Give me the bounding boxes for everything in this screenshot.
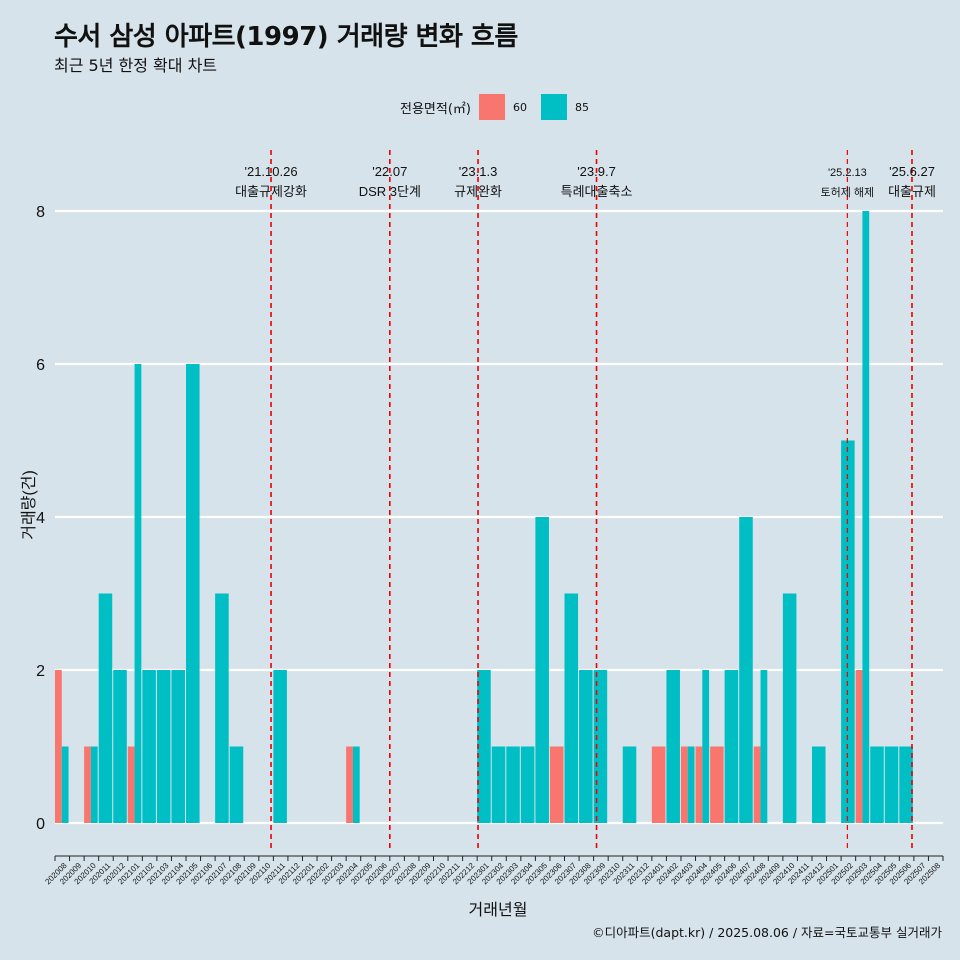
- bar-85: [215, 593, 229, 823]
- legend-title: 전용면적(㎡): [400, 101, 471, 117]
- bar-60: [695, 746, 703, 823]
- bar-85: [61, 746, 69, 823]
- y-tick-label: 6: [36, 357, 45, 374]
- bar-85: [156, 670, 171, 823]
- bar-60: [84, 746, 91, 823]
- event-date-label: '25.6.27: [889, 164, 935, 179]
- bar-60: [651, 746, 666, 823]
- event-label: 대출규제강화: [235, 184, 307, 199]
- x-axis-title: 거래년월: [469, 901, 528, 919]
- bar-85: [666, 670, 680, 823]
- bar-85: [520, 746, 535, 823]
- y-tick-label: 2: [36, 663, 45, 680]
- bar-60: [753, 746, 761, 823]
- bar-85: [579, 670, 593, 823]
- bar-85: [593, 670, 608, 823]
- bar-85: [724, 670, 739, 823]
- bar-85: [113, 670, 127, 823]
- bar-85: [134, 364, 142, 823]
- bar-85: [811, 746, 826, 823]
- legend-swatch-60: [478, 94, 505, 120]
- bar-85: [142, 670, 156, 823]
- bar-60: [549, 746, 564, 823]
- source-caption: ©디아파트(dapt.kr) / 2025.08.06 / 자료=국토교통부 실…: [592, 925, 942, 940]
- event-label: DSR 3단계: [359, 184, 421, 199]
- chart-subtitle: 최근 5년 한정 확대 차트: [54, 56, 218, 75]
- bar-85: [171, 670, 186, 823]
- bar-60: [346, 746, 353, 823]
- bar-85: [273, 670, 287, 823]
- y-tick-label: 0: [36, 816, 45, 833]
- bar-85: [506, 746, 520, 823]
- bar-85: [535, 517, 549, 823]
- bar-85: [352, 746, 360, 823]
- event-date-label: '23.9.7: [577, 164, 616, 179]
- event-label: 토허제 해제: [821, 185, 875, 199]
- event-label: 대출규제: [888, 184, 936, 199]
- event-date-label: '25.2.13: [828, 167, 867, 179]
- legend-label-85: 85: [574, 100, 589, 114]
- bar-85: [760, 670, 768, 823]
- bar-85: [186, 364, 200, 823]
- bar-60: [710, 746, 724, 823]
- bar-85: [870, 746, 884, 823]
- bar-85: [739, 517, 753, 823]
- event-label: 특례대출축소: [561, 184, 633, 199]
- bar-85: [491, 746, 506, 823]
- bar-85: [884, 746, 899, 823]
- y-tick-label: 4: [36, 510, 45, 527]
- bar-85: [477, 670, 491, 823]
- bar-85: [702, 670, 710, 823]
- bar-60: [680, 746, 688, 823]
- legend-swatch-85: [540, 94, 567, 120]
- bar-85: [899, 746, 913, 823]
- event-date-label: '21.10.26: [244, 164, 297, 179]
- bar-85: [862, 211, 870, 823]
- bar-85: [229, 746, 244, 823]
- event-date-label: '22.07: [372, 164, 407, 179]
- y-axis-title: 거래량(건): [20, 470, 38, 540]
- chart-title: 수서 삼성 아파트(1997) 거래량 변화 흐름: [54, 22, 518, 52]
- bar-60: [127, 746, 135, 823]
- y-tick-label: 8: [36, 204, 45, 221]
- event-date-label: '23.1.3: [459, 164, 498, 179]
- bar-60: [55, 670, 62, 823]
- legend-label-60: 60: [512, 100, 527, 114]
- event-label: 규제완화: [454, 184, 502, 199]
- bar-85: [98, 593, 113, 823]
- legend: 전용면적(㎡) 60 85: [400, 94, 603, 120]
- bar-60: [855, 670, 863, 823]
- bar-85: [90, 746, 98, 823]
- bar-85: [687, 746, 695, 823]
- bar-85: [622, 746, 637, 823]
- bar-85: [782, 593, 797, 823]
- bar-85: [564, 593, 579, 823]
